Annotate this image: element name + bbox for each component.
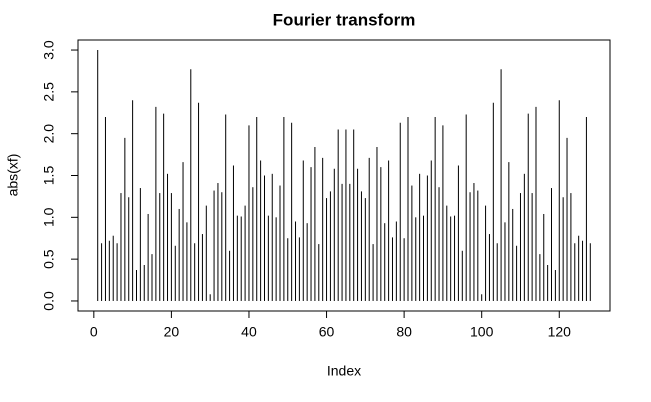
y-tick-label: 2.5 — [41, 82, 57, 102]
y-tick-label: 1.5 — [41, 166, 57, 186]
y-tick-label: 3.0 — [41, 40, 57, 60]
y-axis-label: abs(xf) — [5, 154, 21, 197]
x-tick-label: 20 — [164, 324, 180, 340]
x-tick-label: 120 — [548, 324, 572, 340]
x-axis-label: Index — [327, 363, 361, 379]
y-tick-label: 2.0 — [41, 124, 57, 144]
y-tick-label: 0.0 — [41, 291, 57, 311]
x-tick-label: 0 — [90, 324, 98, 340]
x-tick-label: 60 — [319, 324, 335, 340]
x-tick-label: 80 — [396, 324, 412, 340]
y-tick-label: 0.5 — [41, 249, 57, 269]
x-tick-label: 40 — [241, 324, 257, 340]
plot-box — [77, 39, 611, 312]
chart-title: Fourier transform — [273, 10, 416, 29]
x-tick-label: 100 — [470, 324, 494, 340]
y-tick-label: 1.0 — [41, 207, 57, 227]
